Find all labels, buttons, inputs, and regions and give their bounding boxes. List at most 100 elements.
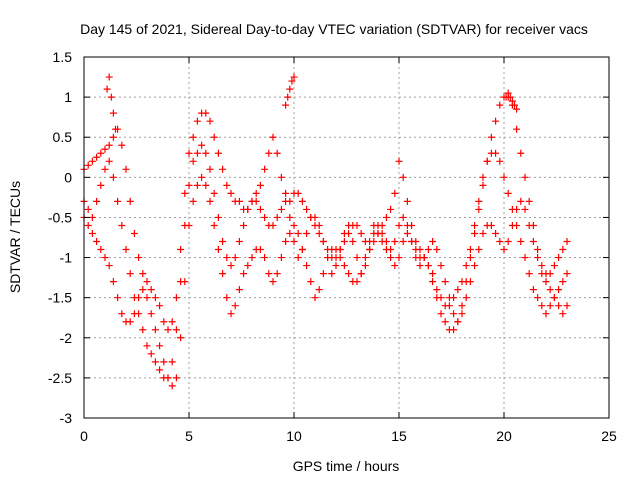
data-point <box>357 270 365 278</box>
data-point <box>483 157 491 165</box>
data-point <box>290 73 298 81</box>
data-point <box>139 326 147 334</box>
data-point <box>286 85 294 93</box>
data-point <box>198 141 206 149</box>
data-point <box>311 213 319 221</box>
data-point <box>500 173 508 181</box>
data-point <box>395 221 403 229</box>
data-point <box>160 318 168 326</box>
data-point <box>193 117 201 125</box>
series-2 <box>80 141 571 382</box>
y-tick-label: -2.5 <box>48 370 72 386</box>
data-point <box>433 286 441 294</box>
data-point <box>101 145 109 153</box>
grid <box>84 57 609 418</box>
data-point <box>269 133 277 141</box>
data-points <box>80 73 571 390</box>
data-point <box>403 197 411 205</box>
data-point <box>284 93 292 101</box>
data-point <box>206 117 214 125</box>
data-point <box>164 374 172 382</box>
data-point <box>538 262 546 270</box>
data-point <box>252 189 260 197</box>
data-point <box>441 278 449 286</box>
data-point <box>206 197 214 205</box>
data-point <box>324 254 332 262</box>
data-point <box>286 229 294 237</box>
data-point <box>164 326 172 334</box>
data-point <box>555 254 563 262</box>
data-point <box>529 238 537 246</box>
data-point <box>168 358 176 366</box>
data-point <box>219 238 227 246</box>
data-point <box>487 133 495 141</box>
y-tick-label: 0.5 <box>53 129 73 145</box>
data-point <box>269 221 277 229</box>
y-axis-title: SDTVAR / TECUs <box>7 181 23 293</box>
data-point <box>231 254 239 262</box>
data-point <box>105 157 113 165</box>
data-point <box>563 302 571 310</box>
data-point <box>252 197 260 205</box>
data-point <box>282 101 290 109</box>
data-point <box>462 262 470 270</box>
data-point <box>290 238 298 246</box>
data-point <box>399 173 407 181</box>
x-tick-label: 25 <box>601 428 617 444</box>
data-point <box>534 294 542 302</box>
data-point <box>521 173 529 181</box>
data-point <box>177 334 185 342</box>
data-point <box>114 294 122 302</box>
data-point <box>219 165 227 173</box>
data-point <box>240 270 248 278</box>
data-point <box>151 326 159 334</box>
data-point <box>147 286 155 294</box>
data-point <box>366 246 374 254</box>
data-point <box>101 254 109 262</box>
data-point <box>214 246 222 254</box>
data-point <box>135 254 143 262</box>
data-point <box>147 350 155 358</box>
data-point <box>118 221 126 229</box>
data-point <box>546 270 554 278</box>
data-point <box>185 221 193 229</box>
data-point <box>118 310 126 318</box>
data-point <box>479 181 487 189</box>
data-point <box>101 165 109 173</box>
data-point <box>353 278 361 286</box>
data-point <box>156 302 164 310</box>
y-tick-label: 1.5 <box>53 49 73 65</box>
data-point <box>122 165 130 173</box>
data-point <box>538 302 546 310</box>
data-point <box>466 278 474 286</box>
data-point <box>214 213 222 221</box>
data-point <box>103 85 111 93</box>
data-point <box>261 254 269 262</box>
data-point <box>525 197 533 205</box>
data-point <box>84 161 92 169</box>
series-4 <box>103 73 521 133</box>
data-point <box>424 262 432 270</box>
data-point <box>458 278 466 286</box>
data-point <box>105 262 113 270</box>
data-point <box>156 342 164 350</box>
data-point <box>185 149 193 157</box>
data-point <box>210 189 218 197</box>
data-point <box>118 141 126 149</box>
data-point <box>109 109 117 117</box>
data-point <box>391 238 399 246</box>
data-point <box>288 77 296 85</box>
data-point <box>315 229 323 237</box>
data-point <box>357 229 365 237</box>
y-tick-label: 0 <box>64 169 72 185</box>
data-point <box>555 286 563 294</box>
data-point <box>156 366 164 374</box>
data-point <box>408 238 416 246</box>
data-point <box>559 278 567 286</box>
x-tick-label: 10 <box>286 428 302 444</box>
data-point <box>517 149 525 157</box>
data-point <box>189 197 197 205</box>
data-point <box>546 286 554 294</box>
data-point <box>256 246 264 254</box>
data-point <box>265 270 273 278</box>
